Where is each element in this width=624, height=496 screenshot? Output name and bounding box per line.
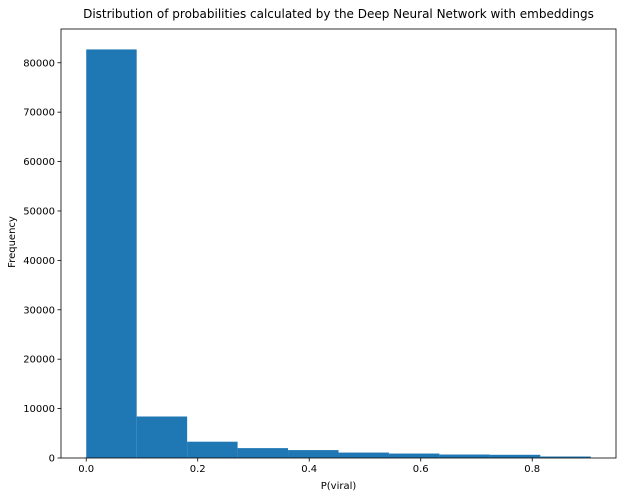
x-tick-label: 0.6 [413, 464, 429, 475]
histogram-bar [388, 453, 440, 458]
histogram-bar [136, 416, 188, 458]
y-tick-label: 20000 [23, 355, 55, 366]
plot-frame [60, 28, 617, 459]
x-tick-label: 0.8 [524, 464, 540, 475]
y-tick-label: 0 [49, 454, 55, 465]
bars-group [86, 49, 591, 459]
y-axis-label: Frequency [7, 216, 18, 268]
histogram-bar [237, 448, 289, 458]
x-tick-label: 0.4 [301, 464, 317, 475]
histogram-bar [187, 441, 238, 458]
histogram-bar [86, 49, 137, 459]
chart-title: Distribution of probabilities calculated… [83, 7, 594, 21]
y-tick-label: 40000 [23, 256, 55, 267]
y-tick-label: 10000 [23, 404, 55, 415]
histogram-bar [540, 456, 591, 458]
y-tick-label: 30000 [23, 305, 55, 316]
y-tick-label: 80000 [23, 58, 55, 69]
x-tick-label: 0.2 [190, 464, 206, 475]
x-tick-label: 0.0 [78, 464, 94, 475]
x-axis-ticks: 0.0 0.2 0.4 0.6 0.8 [78, 458, 540, 475]
y-tick-label: 50000 [23, 206, 55, 217]
y-axis-ticks: 0 10000 20000 30000 40000 50000 60000 70000 8000… [23, 58, 61, 465]
y-tick-label: 60000 [23, 157, 55, 168]
histogram-bar [338, 452, 389, 458]
y-tick-label: 70000 [23, 108, 55, 119]
histogram-bar [288, 450, 339, 458]
histogram-bar [439, 454, 490, 458]
x-axis-label: P(viral) [321, 481, 357, 492]
histogram-bar [489, 454, 541, 458]
